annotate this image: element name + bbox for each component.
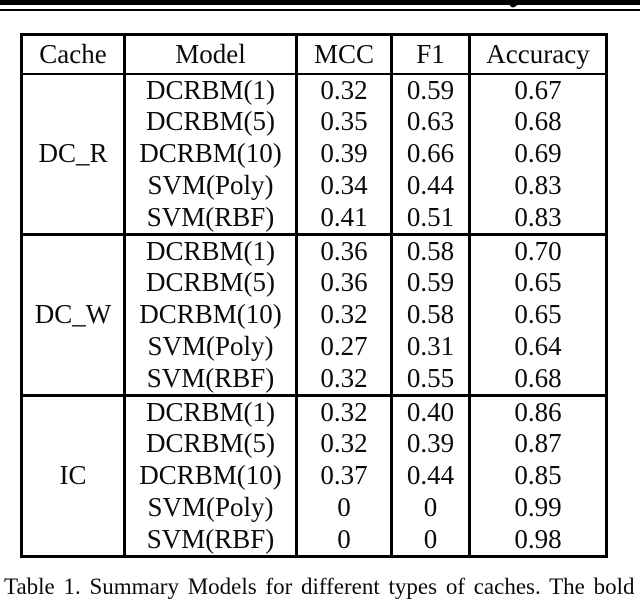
table-caption: Table 1. Summary Models for different ty… <box>4 574 635 599</box>
model-cell: SVM(Poly) <box>123 330 298 363</box>
mcc-cell: 0.36 <box>295 266 393 299</box>
cache-cell: DC_W <box>20 232 126 396</box>
f1-cell: 0.58 <box>390 298 471 331</box>
model-cell: DCRBM(1) <box>123 393 298 428</box>
accuracy-cell: 0.83 <box>468 201 608 235</box>
table-row: SVM(RBF) 0.41 0.51 0.83 <box>22 201 608 235</box>
accuracy-cell: 0.64 <box>468 330 608 363</box>
table-row: DCRBM(5) 0.35 0.63 0.68 <box>22 105 608 138</box>
mcc-cell: 0.32 <box>295 427 393 460</box>
f1-cell: 0.44 <box>390 169 471 202</box>
model-cell: SVM(Poly) <box>123 169 298 202</box>
mcc-cell: 0 <box>295 491 393 524</box>
model-cell: DCRBM(10) <box>123 137 298 170</box>
mcc-cell: 0.32 <box>295 393 393 428</box>
top-rule-thick <box>0 0 640 5</box>
accuracy-cell: 0.68 <box>468 362 608 396</box>
model-cell: DCRBM(10) <box>123 459 298 492</box>
f1-cell: 0.44 <box>390 459 471 492</box>
f1-cell: 0.31 <box>390 330 471 363</box>
f1-cell: 0.55 <box>390 362 471 396</box>
mcc-cell: 0.32 <box>295 298 393 331</box>
mcc-cell: 0.32 <box>295 362 393 396</box>
accuracy-cell: 0.98 <box>468 523 608 557</box>
table-row: IC DCRBM(1) 0.32 0.40 0.86 <box>20 393 608 557</box>
accuracy-cell: 0.65 <box>468 298 608 331</box>
f1-cell: 0 <box>390 491 471 524</box>
f1-cell: 0.63 <box>390 105 471 138</box>
f1-cell: 0.40 <box>390 393 471 428</box>
f1-cell: 0.59 <box>390 266 471 299</box>
table-row: DCRBM(10) 0.37 0.44 0.85 <box>22 459 608 492</box>
mcc-cell: 0 <box>295 523 393 557</box>
accuracy-cell: 0.85 <box>468 459 608 492</box>
table-row: DCRBM(10) 0.39 0.66 0.69 <box>22 137 608 170</box>
table-row: DC_W DCRBM(1) 0.36 0.58 0.70 <box>20 232 608 396</box>
cache-cell: DC_R <box>20 73 126 235</box>
header-row: Cache Model MCC F1 Accuracy <box>20 34 608 75</box>
model-cell: DCRBM(1) <box>123 232 298 267</box>
table-row: SVM(RBF) 0.32 0.55 0.68 <box>22 362 608 396</box>
accuracy-cell: 0.99 <box>468 491 608 524</box>
header-mcc: MCC <box>295 34 393 75</box>
table-row: DCRBM(10) 0.32 0.58 0.65 <box>22 298 608 331</box>
header-f1: F1 <box>390 34 471 75</box>
f1-cell: 0.58 <box>390 232 471 267</box>
mcc-cell: 0.36 <box>295 232 393 267</box>
f1-cell: 0.51 <box>390 201 471 235</box>
table-row: DCRBM(5) 0.36 0.59 0.65 <box>22 266 608 299</box>
results-table: Cache Model MCC F1 Accuracy DC_R DCRBM(1… <box>20 33 608 558</box>
table-row: DCRBM(5) 0.32 0.39 0.87 <box>22 427 608 460</box>
mcc-cell: 0.34 <box>295 169 393 202</box>
mcc-cell: 0.39 <box>295 137 393 170</box>
accuracy-cell: 0.68 <box>468 105 608 138</box>
model-cell: SVM(Poly) <box>123 491 298 524</box>
top-rule-thin <box>0 9 640 11</box>
table-row: SVM(Poly) 0.34 0.44 0.83 <box>22 169 608 202</box>
clipped-descender-artifact <box>507 0 520 9</box>
header-model: Model <box>123 34 298 75</box>
mcc-cell: 0.37 <box>295 459 393 492</box>
mcc-cell: 0.35 <box>295 105 393 138</box>
accuracy-cell: 0.86 <box>468 393 608 428</box>
cache-cell: IC <box>20 393 126 557</box>
model-cell: SVM(RBF) <box>123 201 298 235</box>
mcc-cell: 0.41 <box>295 201 393 235</box>
header-cache: Cache <box>20 34 126 75</box>
model-cell: DCRBM(5) <box>123 427 298 460</box>
model-cell: DCRBM(5) <box>123 105 298 138</box>
f1-cell: 0.39 <box>390 427 471 460</box>
accuracy-cell: 0.65 <box>468 266 608 299</box>
accuracy-cell: 0.70 <box>468 232 608 267</box>
model-cell: DCRBM(1) <box>123 73 298 106</box>
table-row: SVM(RBF) 0 0 0.98 <box>22 523 608 557</box>
accuracy-cell: 0.83 <box>468 169 608 202</box>
accuracy-cell: 0.67 <box>468 73 608 106</box>
table-row: SVM(Poly) 0 0 0.99 <box>22 491 608 524</box>
accuracy-cell: 0.87 <box>468 427 608 460</box>
accuracy-cell: 0.69 <box>468 137 608 170</box>
f1-cell: 0 <box>390 523 471 557</box>
model-cell: DCRBM(5) <box>123 266 298 299</box>
f1-cell: 0.66 <box>390 137 471 170</box>
model-cell: SVM(RBF) <box>123 523 298 557</box>
f1-cell: 0.59 <box>390 73 471 106</box>
table-row: SVM(Poly) 0.27 0.31 0.64 <box>22 330 608 363</box>
table-row: DC_R DCRBM(1) 0.32 0.59 0.67 <box>20 73 608 235</box>
table-header: Cache Model MCC F1 Accuracy <box>20 34 608 75</box>
model-cell: SVM(RBF) <box>123 362 298 396</box>
model-cell: DCRBM(10) <box>123 298 298 331</box>
mcc-cell: 0.32 <box>295 73 393 106</box>
mcc-cell: 0.27 <box>295 330 393 363</box>
header-accuracy: Accuracy <box>468 34 608 75</box>
